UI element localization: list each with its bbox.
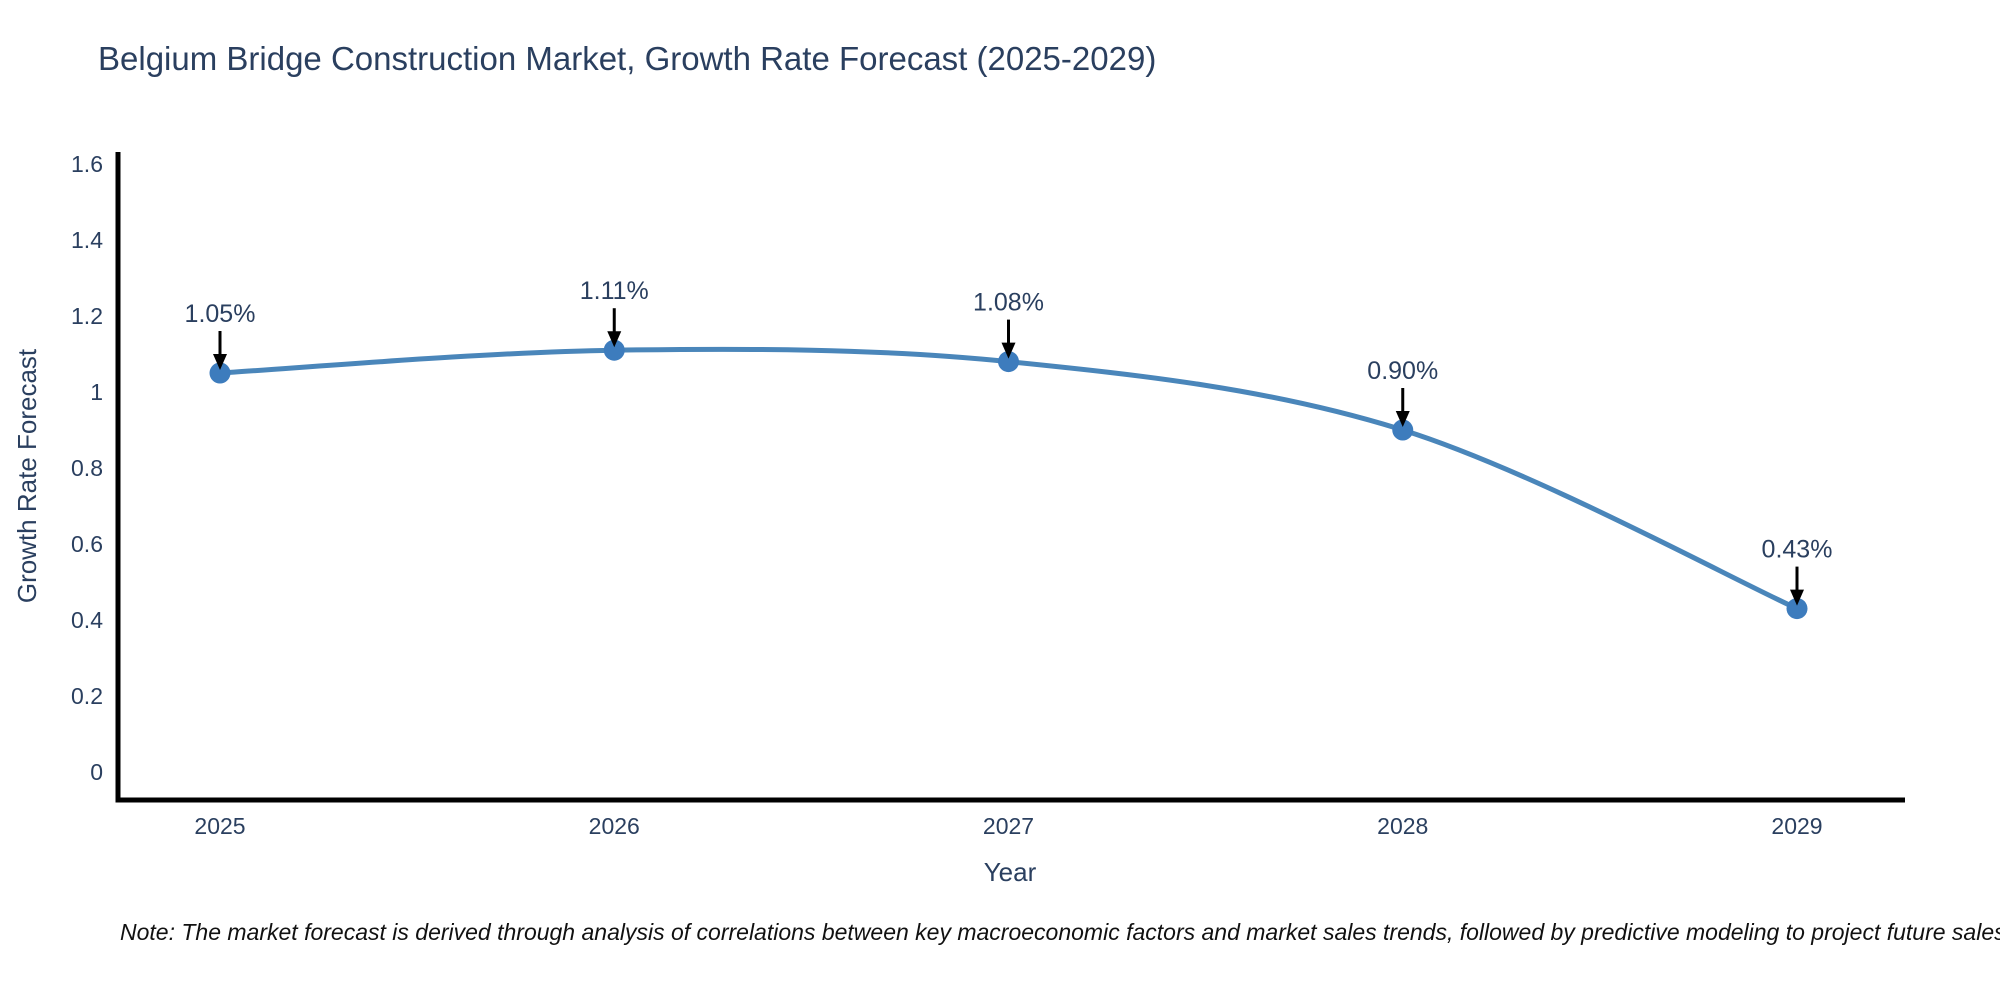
- x-tick-label: 2028: [1377, 813, 1428, 839]
- annotation-label: 0.43%: [1762, 536, 1833, 564]
- chart-title: Belgium Bridge Construction Market, Grow…: [98, 40, 1157, 77]
- x-tick-label: 2026: [589, 813, 640, 839]
- x-tick-label: 2027: [983, 813, 1034, 839]
- y-tick-label: 1.2: [71, 303, 103, 329]
- x-axis-title: Year: [984, 857, 1037, 887]
- annotation-arrowhead: [1790, 589, 1804, 606]
- footnote: Note: The market forecast is derived thr…: [120, 919, 2000, 945]
- annotation-label: 0.90%: [1367, 357, 1438, 385]
- y-tick-label: 0.6: [71, 531, 103, 557]
- annotation-arrowhead: [1001, 342, 1016, 359]
- y-tick-label: 1.6: [71, 151, 103, 177]
- y-axis-title: Growth Rate Forecast: [12, 348, 42, 603]
- data-point-2029[interactable]: [1786, 598, 1808, 620]
- data-point-2026[interactable]: [603, 339, 625, 361]
- trend-line: [217, 346, 1800, 612]
- data-point-2028[interactable]: [1392, 419, 1414, 441]
- y-tick-label: 1: [90, 379, 103, 405]
- y-tick-label: 0: [90, 759, 103, 785]
- annotation-label: 1.05%: [185, 300, 256, 328]
- data-point-2027[interactable]: [998, 351, 1019, 373]
- annotation-arrowhead: [607, 331, 622, 348]
- y-tick-label: 0.2: [71, 683, 103, 709]
- y-tick-label: 0.4: [71, 607, 103, 633]
- annotation-arrowhead: [213, 354, 227, 370]
- x-tick-label: 2029: [1771, 813, 1822, 839]
- annotation-label: 1.08%: [973, 289, 1044, 317]
- y-tick-label: 1.4: [71, 227, 103, 253]
- annotation-label: 1.11%: [580, 277, 649, 305]
- annotation-arrowhead: [1395, 411, 1410, 427]
- y-tick-label: 0.8: [71, 455, 103, 481]
- x-tick-label: 2025: [194, 813, 245, 839]
- data-point-2025[interactable]: [209, 362, 231, 384]
